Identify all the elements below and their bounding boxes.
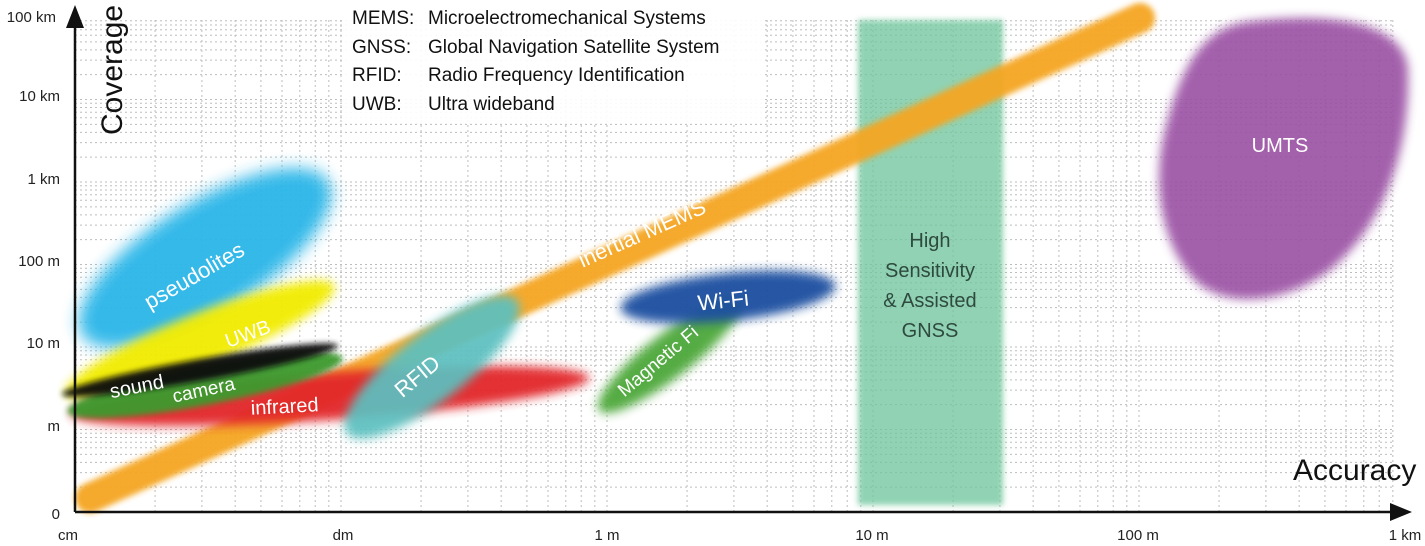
axes	[66, 5, 1412, 521]
abbreviation-legend: MEMS: Microelectromechanical Systems GNS…	[345, 0, 765, 122]
legend-desc-gnss: Global Navigation Satellite System	[428, 37, 719, 58]
gnss-label-line2: Sensitivity	[885, 260, 975, 282]
legend-background	[345, 0, 765, 122]
y-tick-10m: 10 m	[27, 335, 60, 352]
gnss-label-line3: & Assisted	[883, 290, 976, 312]
region-rfid	[344, 295, 520, 439]
region-magnetic	[597, 296, 743, 414]
region-sound	[62, 343, 338, 397]
x-tick-10m: 10 m	[855, 527, 888, 544]
umts-blob	[1159, 17, 1409, 300]
y-tick-0: 0	[52, 506, 60, 523]
uwb-blob	[65, 280, 335, 400]
x-axis-title: Accuracy	[1293, 454, 1416, 487]
legend-abbr-rfid: RFID:	[352, 65, 402, 86]
pseudolites-blob	[78, 168, 332, 348]
y-tick-100m: 100 m	[18, 253, 60, 270]
x-tick-labels: cm dm 1 m 10 m 100 m 1 km	[58, 527, 1421, 544]
y-axis-arrow	[66, 5, 84, 28]
rfid-blob	[344, 295, 520, 439]
umts-label: UMTS	[1252, 135, 1309, 157]
region-umts	[1159, 17, 1409, 300]
infrared-label: infrared	[250, 394, 319, 420]
legend-desc-rfid: Radio Frequency Identification	[428, 65, 685, 86]
sound-blob	[62, 343, 338, 397]
wifi-blob	[620, 270, 836, 324]
x-tick-cm: cm	[58, 527, 78, 544]
magnetic-blob	[597, 296, 743, 414]
y-tick-labels: 0 m 10 m 100 m 1 km 10 km 100 km	[7, 9, 60, 523]
legend-abbr-mems: MEMS:	[352, 8, 414, 29]
y-axis-title: Coverage	[96, 5, 129, 135]
camera-blob	[67, 351, 343, 419]
gnss-label-line4: GNSS	[902, 320, 959, 342]
x-axis-arrow	[1390, 503, 1412, 521]
legend-abbr-uwb: UWB:	[352, 94, 402, 115]
region-camera	[67, 351, 343, 419]
x-tick-dm: dm	[333, 527, 354, 544]
region-uwb	[65, 280, 335, 400]
y-tick-10km: 10 km	[19, 88, 60, 105]
wifi-label: Wi-Fi	[696, 285, 750, 315]
y-tick-1km: 1 km	[27, 171, 60, 188]
x-tick-1m: 1 m	[594, 527, 619, 544]
x-tick-100m: 100 m	[1117, 527, 1159, 544]
x-tick-1km: 1 km	[1389, 527, 1422, 544]
y-tick-m: m	[48, 418, 61, 435]
legend-desc-mems: Microelectromechanical Systems	[428, 8, 706, 29]
y-tick-100km: 100 km	[7, 9, 56, 26]
gnss-label-line1: High	[909, 230, 950, 252]
region-pseudolites	[78, 168, 332, 348]
region-wifi	[620, 270, 836, 324]
legend-desc-uwb: Ultra wideband	[428, 94, 555, 115]
legend-abbr-gnss: GNSS:	[352, 37, 411, 58]
